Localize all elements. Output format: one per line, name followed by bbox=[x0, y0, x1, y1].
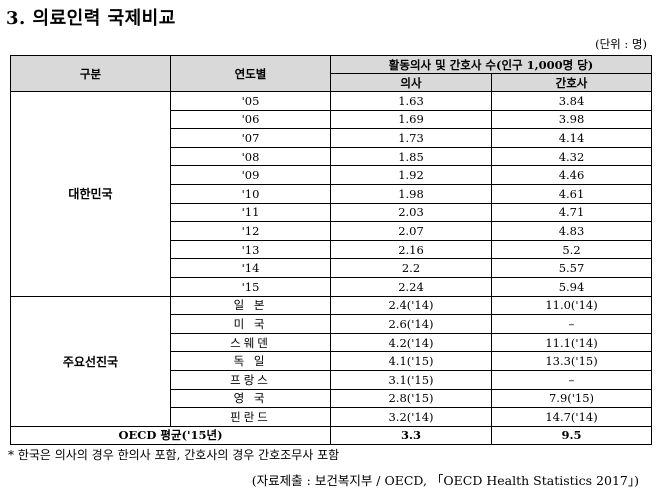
nurse-cell: 5.94 bbox=[490, 276, 653, 297]
header-doctor: 의사 bbox=[330, 73, 492, 92]
table-row: '12 2.07 4.83 bbox=[11, 221, 653, 241]
year-cell: '06 bbox=[170, 109, 331, 130]
year-cell: '10 bbox=[170, 183, 331, 204]
table-row: '14 2.2 5.57 bbox=[11, 258, 653, 278]
header-group: 구분 bbox=[10, 55, 171, 92]
country-cell: 미 국 bbox=[170, 314, 331, 334]
doctor-cell: 1.92 bbox=[330, 165, 492, 185]
comparison-table: 구분 연도별 활동의사 및 간호사 수(인구 1,000명 당) 의사 간호사 … bbox=[10, 55, 653, 446]
nurse-cell: 4.71 bbox=[490, 202, 653, 223]
year-cell: '08 bbox=[170, 146, 331, 167]
doctor-cell: 3.3 bbox=[330, 425, 492, 446]
nurse-cell: 4.14 bbox=[490, 128, 653, 148]
nurse-cell: 5.57 bbox=[490, 258, 653, 278]
country-cell: 핀란드 bbox=[170, 407, 331, 427]
unit-label: (단위 : 명) bbox=[595, 37, 647, 51]
table-row: '11 2.03 4.71 bbox=[11, 202, 653, 223]
table-row: 프랑스 3.1('15) – bbox=[11, 369, 653, 390]
table-row: 스웨덴 4.2('14) 11.1('14) bbox=[11, 332, 653, 353]
nurse-cell: 13.3('15) bbox=[490, 351, 653, 371]
nurse-cell: 11.1('14) bbox=[490, 332, 653, 353]
table-row: '09 1.92 4.46 bbox=[11, 165, 653, 185]
doctor-cell: 1.85 bbox=[330, 146, 492, 167]
doctor-cell: 4.2('14) bbox=[330, 332, 492, 353]
year-cell: '13 bbox=[170, 239, 331, 260]
doctor-cell: 1.98 bbox=[330, 183, 492, 204]
nurse-cell: – bbox=[490, 314, 653, 334]
source-citation: (자료제출 : 보건복지부 / OECD, 「OECD Health Stati… bbox=[251, 473, 639, 488]
header-span: 활동의사 및 간호사 수(인구 1,000명 당) bbox=[329, 55, 653, 74]
table-row: '10 1.98 4.61 bbox=[11, 183, 653, 204]
table-row: '13 2.16 5.2 bbox=[11, 239, 653, 260]
table-row: 영 국 2.8('15) 7.9('15) bbox=[11, 388, 653, 409]
doctor-cell: 2.6('14) bbox=[330, 314, 492, 334]
header-nurse: 간호사 bbox=[490, 73, 653, 92]
page-title: 3. 의료인력 국제비교 bbox=[6, 8, 176, 29]
doctor-cell: 2.2 bbox=[330, 258, 492, 278]
group-label-korea: 대한민국 bbox=[10, 91, 171, 297]
doctor-cell: 2.07 bbox=[330, 221, 492, 241]
doctor-cell: 3.1('15) bbox=[330, 369, 492, 390]
nurse-cell: 4.83 bbox=[490, 221, 653, 241]
nurse-cell: 7.9('15) bbox=[490, 388, 653, 409]
year-cell: '15 bbox=[170, 276, 331, 297]
year-cell: '07 bbox=[170, 128, 331, 148]
oecd-label: OECD 평균('15년) bbox=[10, 425, 331, 446]
header-year: 연도별 bbox=[170, 55, 331, 92]
country-cell: 스웨덴 bbox=[170, 332, 331, 353]
country-cell: 독 일 bbox=[170, 351, 331, 371]
nurse-cell: 14.7('14) bbox=[490, 407, 653, 427]
nurse-cell: 4.32 bbox=[490, 146, 653, 167]
nurse-cell: 3.84 bbox=[490, 91, 653, 111]
year-cell: '05 bbox=[170, 91, 331, 111]
doctor-cell: 2.4('14) bbox=[330, 295, 492, 316]
oecd-average-row: OECD 평균('15년) 3.3 9.5 bbox=[10, 425, 653, 446]
table-row: '07 1.73 4.14 bbox=[11, 128, 653, 148]
nurse-cell: 3.98 bbox=[490, 109, 653, 130]
nurse-cell: 4.46 bbox=[490, 165, 653, 185]
doctor-cell: 2.03 bbox=[330, 202, 492, 223]
doctor-cell: 2.24 bbox=[330, 276, 492, 297]
doctor-cell: 4.1('15) bbox=[330, 351, 492, 371]
year-cell: '09 bbox=[170, 165, 331, 185]
table-row: 대한민국 '05 1.63 3.84 bbox=[10, 91, 653, 297]
doctor-cell: 2.8('15) bbox=[330, 388, 492, 409]
doctor-cell: 1.69 bbox=[330, 109, 492, 130]
table-row: '15 2.24 5.94 bbox=[11, 276, 653, 297]
table-row: 주요선진국 일 본 2.4('14) 11.0('14) bbox=[10, 295, 653, 427]
doctor-cell: 3.2('14) bbox=[330, 407, 492, 427]
doctor-cell: 2.16 bbox=[330, 239, 492, 260]
country-cell: 프랑스 bbox=[170, 369, 331, 390]
table-row: 독 일 4.1('15) 13.3('15) bbox=[11, 351, 653, 371]
doctor-cell: 1.73 bbox=[330, 128, 492, 148]
table-row: 미 국 2.6('14) – bbox=[11, 314, 653, 334]
year-cell: '11 bbox=[170, 202, 331, 223]
nurse-cell: 11.0('14) bbox=[490, 295, 653, 316]
nurse-cell: 5.2 bbox=[490, 239, 653, 260]
nurse-cell: – bbox=[490, 369, 653, 390]
nurse-cell: 4.61 bbox=[490, 183, 653, 204]
table-row: 핀란드 3.2('14) 14.7('14) bbox=[11, 407, 653, 427]
country-cell: 일 본 bbox=[170, 295, 331, 316]
year-cell: '14 bbox=[170, 258, 331, 278]
year-cell: '12 bbox=[170, 221, 331, 241]
nurse-cell: 9.5 bbox=[490, 425, 653, 446]
footnote: * 한국은 의사의 경우 한의사 포함, 간호사의 경우 간호조무사 포함 bbox=[8, 448, 340, 462]
country-cell: 영 국 bbox=[170, 388, 331, 409]
doctor-cell: 1.63 bbox=[330, 91, 492, 111]
group-label-major: 주요선진국 bbox=[10, 295, 171, 427]
